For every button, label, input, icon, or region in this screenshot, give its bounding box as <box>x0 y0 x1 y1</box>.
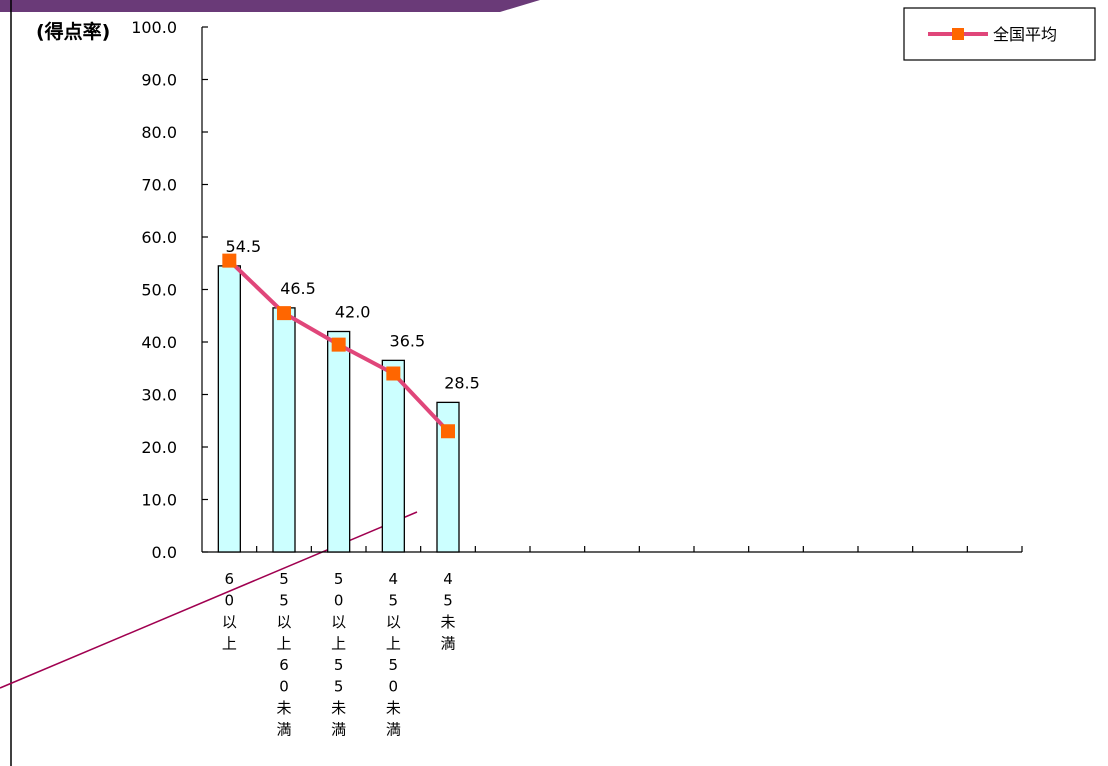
category-label-char: 0 <box>389 678 399 696</box>
bar <box>327 330 351 553</box>
y-tick-label: 60.0 <box>141 228 177 247</box>
category-label-char: 5 <box>443 592 453 610</box>
line-marker <box>277 306 291 321</box>
category-label-char: 5 <box>389 656 399 674</box>
bar <box>272 307 296 553</box>
category-label-char: 満 <box>386 721 401 739</box>
bar-value-label: 36.5 <box>390 331 426 350</box>
bar <box>436 401 460 553</box>
y-tick-label: 10.0 <box>141 491 177 510</box>
category-label-char: 上 <box>386 635 401 653</box>
category-label-char: 4 <box>389 570 399 588</box>
category-label-char: 未 <box>276 699 291 717</box>
diagonal-annotation-line <box>0 511 418 689</box>
category-label-char: 4 <box>443 570 453 588</box>
line-marker <box>331 337 346 352</box>
category-label-char: 上 <box>331 635 346 653</box>
category-label-char: 6 <box>279 656 289 674</box>
category-label-char: 上 <box>222 635 237 653</box>
y-axis: 0.0 10.0 20.0 30.0 40.0 50.0 60.0 70.0 80.0 90.0 1… <box>131 18 208 562</box>
category-label-char: 満 <box>276 721 291 739</box>
line-marker <box>386 366 401 381</box>
legend-label: 全国平均 <box>993 25 1057 44</box>
y-tick-label: 40.0 <box>141 333 177 352</box>
y-tick-label: 90.0 <box>141 71 177 90</box>
y-tick-label: 80.0 <box>141 123 177 142</box>
category-label-char: 以 <box>276 613 291 631</box>
category-label-char: 5 <box>279 570 289 588</box>
category-label-char: 以 <box>222 613 237 631</box>
y-axis-label: (得点率) <box>36 20 110 43</box>
category-label-char: 5 <box>334 656 344 674</box>
value-labels: 54.5 46.5 42.0 36.5 28.5 <box>226 237 480 393</box>
y-tick-label: 0.0 <box>152 543 177 562</box>
category-label-char: 上 <box>276 635 291 653</box>
line-series <box>222 253 455 439</box>
bar <box>217 265 241 553</box>
category-label-char: 満 <box>440 635 455 653</box>
bar-value-label: 28.5 <box>444 373 480 392</box>
bar-value-label: 42.0 <box>335 303 371 322</box>
category-label-char: 6 <box>225 570 235 588</box>
category-label-char: 満 <box>331 721 346 739</box>
bar <box>381 359 405 553</box>
bar-value-label: 46.5 <box>280 279 316 298</box>
y-tick-label: 50.0 <box>141 281 177 300</box>
line-marker <box>441 424 455 439</box>
y-tick-label: 70.0 <box>141 176 177 195</box>
legend-marker-swatch <box>952 28 964 40</box>
y-tick-label: 30.0 <box>141 386 177 405</box>
category-label-char: 5 <box>334 678 344 696</box>
category-label-char: 0 <box>225 592 235 610</box>
category-label-char: 5 <box>389 592 399 610</box>
category-label-char: 未 <box>440 613 455 631</box>
category-label-char: 5 <box>279 592 289 610</box>
category-label-char: 5 <box>334 570 344 588</box>
bar-value-label: 54.5 <box>226 237 262 256</box>
category-label-char: 未 <box>331 699 346 717</box>
legend: 全国平均 <box>903 7 1096 61</box>
category-label-char: 以 <box>331 613 346 631</box>
category-label-char: 未 <box>386 699 401 717</box>
y-tick-label: 20.0 <box>141 438 177 457</box>
category-label-char: 0 <box>279 678 289 696</box>
bars <box>217 265 460 553</box>
line-marker <box>222 253 237 268</box>
category-label-char: 以 <box>386 613 401 631</box>
header-band <box>0 0 540 12</box>
category-label-char: 0 <box>334 592 344 610</box>
y-tick-label: 100.0 <box>131 18 177 37</box>
